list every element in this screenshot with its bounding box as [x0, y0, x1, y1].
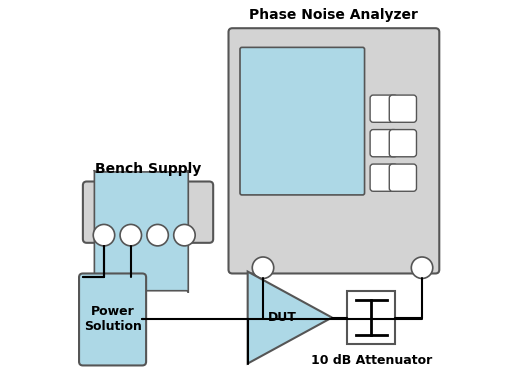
Circle shape	[174, 224, 195, 246]
FancyBboxPatch shape	[83, 181, 213, 243]
FancyBboxPatch shape	[240, 47, 365, 195]
Circle shape	[411, 257, 433, 278]
FancyBboxPatch shape	[94, 170, 188, 293]
FancyBboxPatch shape	[370, 130, 397, 157]
Text: Phase Noise Analyzer: Phase Noise Analyzer	[249, 8, 418, 22]
Text: Bench Supply: Bench Supply	[95, 162, 201, 176]
Text: DUT: DUT	[268, 311, 297, 324]
Text: Power
Solution: Power Solution	[84, 305, 141, 334]
Circle shape	[147, 224, 168, 246]
FancyBboxPatch shape	[370, 164, 397, 191]
FancyBboxPatch shape	[370, 95, 397, 122]
Circle shape	[252, 257, 274, 278]
Circle shape	[120, 224, 141, 246]
Text: 10 dB Attenuator: 10 dB Attenuator	[311, 354, 432, 367]
Circle shape	[93, 224, 115, 246]
FancyBboxPatch shape	[228, 28, 439, 273]
Polygon shape	[248, 272, 332, 364]
FancyBboxPatch shape	[389, 164, 417, 191]
FancyBboxPatch shape	[389, 95, 417, 122]
FancyBboxPatch shape	[79, 273, 146, 366]
FancyBboxPatch shape	[389, 130, 417, 157]
Bar	[347, 291, 395, 344]
